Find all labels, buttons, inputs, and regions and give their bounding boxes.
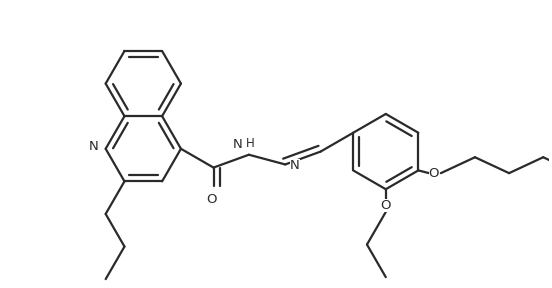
Text: N: N	[233, 138, 243, 151]
Text: N: N	[290, 159, 300, 172]
Text: O: O	[206, 193, 217, 206]
Text: N: N	[89, 140, 99, 153]
Text: H: H	[246, 137, 254, 150]
Text: O: O	[429, 167, 439, 180]
Text: O: O	[380, 198, 391, 211]
